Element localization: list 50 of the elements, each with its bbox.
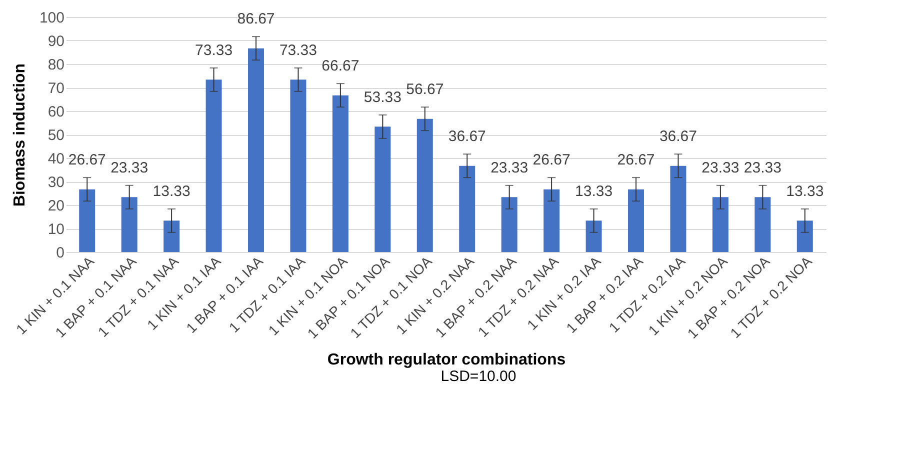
y-tick-label: 10 xyxy=(48,221,64,238)
data-label: 56.67 xyxy=(406,81,444,98)
data-label: 36.67 xyxy=(659,128,697,146)
bar xyxy=(79,189,96,252)
bar xyxy=(501,197,518,252)
bar xyxy=(670,166,686,252)
y-tick-label: 50 xyxy=(48,127,64,144)
y-tick-label: 30 xyxy=(48,174,64,191)
data-label: 86.67 xyxy=(237,10,275,28)
bar xyxy=(459,166,476,252)
y-tick-label: 100 xyxy=(39,10,64,26)
data-label: 66.67 xyxy=(322,58,360,75)
data-label: 23.33 xyxy=(490,159,528,176)
y-axis-title: Biomass induction xyxy=(11,63,28,207)
data-label: 13.33 xyxy=(786,182,824,200)
y-tick-label: 80 xyxy=(48,56,64,74)
bar xyxy=(416,118,433,252)
bar xyxy=(248,48,264,252)
data-label: 73.33 xyxy=(279,42,317,59)
bar xyxy=(206,80,222,252)
bar xyxy=(712,197,728,252)
bar xyxy=(121,197,138,252)
bar xyxy=(544,189,560,252)
y-tick-label: 70 xyxy=(48,80,64,97)
y-tick-label: 20 xyxy=(48,198,64,214)
bar xyxy=(628,189,644,252)
data-label: 53.33 xyxy=(364,88,402,106)
y-tick-label: 0 xyxy=(56,244,64,262)
bar xyxy=(290,80,306,252)
y-tick-label: 60 xyxy=(48,104,64,120)
data-label: 23.33 xyxy=(110,159,148,176)
y-tick-label: 40 xyxy=(48,150,64,168)
data-label: 26.67 xyxy=(68,152,106,169)
bar xyxy=(754,197,771,252)
bar xyxy=(586,220,602,252)
data-label: 13.33 xyxy=(575,182,613,200)
data-label: 73.33 xyxy=(195,42,233,59)
bar xyxy=(164,220,180,252)
data-label: 26.67 xyxy=(617,152,655,169)
x-axis-title: Growth regulator combinations xyxy=(327,352,566,369)
y-tick-label: 90 xyxy=(48,33,64,50)
data-label: 13.33 xyxy=(152,182,190,200)
data-label: 23.33 xyxy=(744,159,782,176)
bar xyxy=(332,95,348,252)
bar xyxy=(796,220,813,252)
bar xyxy=(374,126,391,252)
text: LSD=10.00 xyxy=(440,368,518,385)
data-label: 26.67 xyxy=(532,152,570,169)
data-label: 23.33 xyxy=(702,159,740,176)
data-label: 36.67 xyxy=(448,128,486,146)
